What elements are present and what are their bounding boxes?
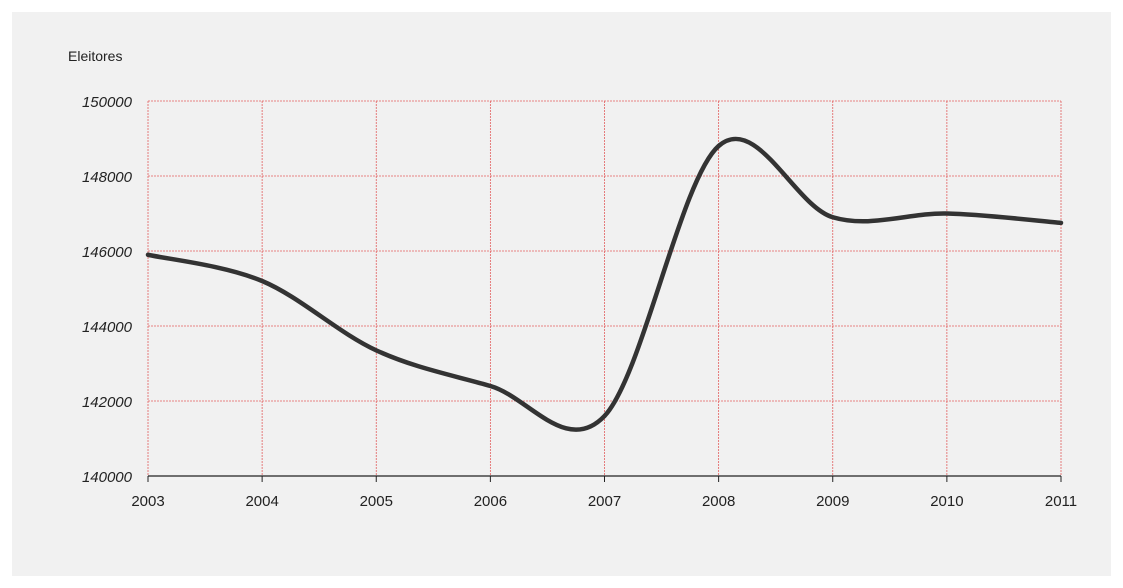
data-point — [1059, 220, 1063, 225]
data-point — [944, 211, 949, 216]
y-tick-label: 150000 — [82, 94, 133, 111]
series-group — [145, 136, 1064, 432]
data-point — [488, 384, 493, 388]
data-point — [146, 252, 150, 257]
x-tick-label: 2011 — [1045, 493, 1077, 510]
y-tick-label: 140000 — [82, 469, 133, 486]
x-tick-label: 2009 — [816, 493, 849, 510]
x-tick-labels: 2003 2004 2005 2006 2007 2008 2009 2010 2011 — [131, 476, 1077, 510]
chart-background — [12, 12, 1111, 576]
x-tick-label: 2004 — [245, 493, 278, 510]
series-line — [145, 136, 1064, 432]
data-point — [374, 348, 379, 353]
x-tick-label: 2005 — [360, 493, 393, 510]
x-tick-label: 2003 — [131, 493, 164, 510]
y-axis-title: Eleitores — [68, 48, 122, 64]
data-point — [602, 414, 607, 418]
y-tick-label: 148000 — [82, 169, 133, 186]
x-tick-label: 2010 — [930, 493, 963, 510]
y-tick-labels: 140000 142000 144000 146000 148000 150000 — [82, 94, 133, 486]
data-point — [716, 144, 721, 148]
y-tick-label: 144000 — [82, 319, 133, 336]
data-point — [260, 279, 265, 283]
data-point — [830, 215, 835, 220]
y-tick-label: 142000 — [82, 394, 133, 411]
x-tick-label: 2008 — [702, 493, 735, 510]
x-tick-label: 2007 — [588, 493, 621, 510]
y-tick-label: 146000 — [82, 244, 133, 261]
grid-lines — [147, 100, 1062, 476]
x-tick-label: 2006 — [474, 493, 507, 510]
